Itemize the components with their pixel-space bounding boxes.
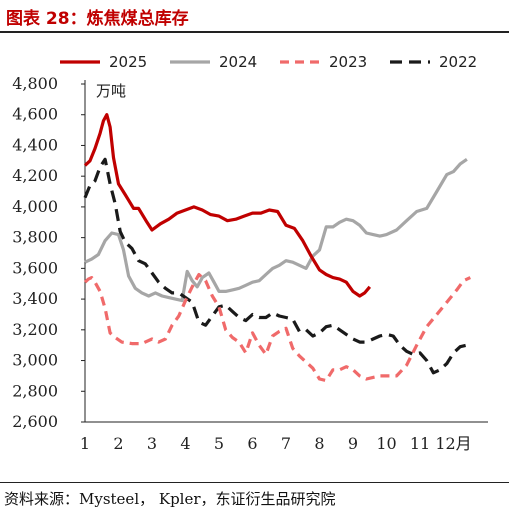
- x-tick-label: 10: [376, 434, 396, 453]
- y-tick-label: 2,600: [12, 412, 58, 431]
- legend-label-2023: 2023: [329, 53, 367, 71]
- x-tick-label: 3: [147, 434, 157, 453]
- legend-label-2024: 2024: [219, 53, 257, 71]
- x-tick-label: 9: [348, 434, 358, 453]
- legend-label-2022: 2022: [439, 53, 477, 71]
- y-tick-label: 3,400: [12, 289, 58, 308]
- x-tick-label: 6: [247, 434, 257, 453]
- y-tick-label: 3,600: [12, 258, 58, 277]
- y-tick-label: 4,200: [12, 166, 58, 185]
- y-tick-label: 3,000: [12, 351, 58, 370]
- x-tick-label: 8: [314, 434, 324, 453]
- legend-label-2025: 2025: [109, 53, 147, 71]
- x-tick-label: 5: [214, 434, 224, 453]
- y-tick-label: 4,400: [12, 135, 58, 154]
- x-tick-label: 1: [80, 434, 90, 453]
- x-tick-label: 7: [281, 434, 291, 453]
- source-divider: [0, 482, 509, 483]
- y-tick-label: 4,000: [12, 197, 58, 216]
- x-tick-label: 2: [113, 434, 123, 453]
- unit-label: 万吨: [96, 82, 126, 100]
- series-line-2024: [85, 159, 467, 300]
- y-tick-label: 2,800: [12, 381, 58, 400]
- x-tick-label: 12月: [435, 434, 471, 453]
- y-tick-label: 3,200: [12, 320, 58, 339]
- chart-canvas: 2,600 2,800 3,000 3,200 3,400 3,600 3,800 4,000…: [0, 0, 509, 480]
- source-note: 资料来源：Mysteel， Kpler，东证衍生品研究院: [4, 488, 336, 509]
- x-tick-label: 11: [410, 434, 430, 453]
- y-tick-label: 3,800: [12, 228, 58, 247]
- y-tick-label: 4,800: [12, 74, 58, 93]
- series-line-2023: [85, 275, 470, 381]
- y-tick-label: 4,600: [12, 105, 58, 124]
- x-tick-label: 4: [180, 434, 190, 453]
